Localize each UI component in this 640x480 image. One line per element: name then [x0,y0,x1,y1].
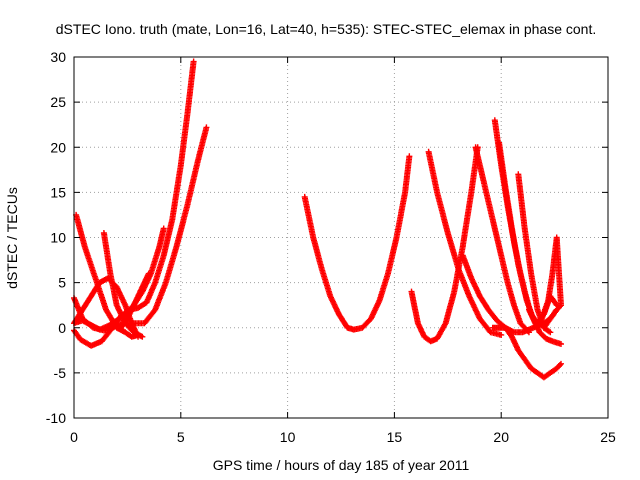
y-tick-label: 5 [58,275,66,291]
series-9 [408,144,481,345]
x-axis-title: GPS time / hours of day 185 of year 2011 [213,457,470,473]
series-17 [526,234,565,327]
data-point [558,302,565,309]
x-tick-label: 20 [493,429,509,445]
y-tick-label: -10 [46,410,66,426]
data-point [160,225,167,232]
data-point [552,300,559,307]
data-point [556,303,563,310]
y-tick-label: 15 [50,184,66,200]
data-point [558,360,565,367]
data-point [558,340,565,347]
axis-ticks: 0 5 10 15 20 25 -10 -5 0 5 10 15 20 25 30 [46,49,616,445]
y-tick-label: 10 [50,230,66,246]
series-5 [100,230,146,340]
data-point [498,331,505,338]
series-16 [515,171,554,336]
series-10 [425,148,505,338]
x-tick-label: 25 [600,429,616,445]
series-13 [472,144,532,336]
data-point [190,58,197,65]
y-axis-title: dSTEC / TECUs [4,187,20,289]
series-7 [118,270,152,331]
data-point [139,333,146,340]
data-point [406,153,413,160]
series-1 [71,58,197,349]
y-tick-label: 20 [50,139,66,155]
x-tick-label: 15 [387,429,403,445]
data-marks [71,58,565,381]
data-point [524,328,531,335]
x-tick-label: 5 [177,429,185,445]
y-tick-label: 30 [50,49,66,65]
y-tick-label: 25 [50,94,66,110]
data-point [203,124,210,131]
series-2 [71,124,210,334]
series-8 [301,153,413,333]
y-tick-label: -5 [54,365,67,381]
series-12 [489,324,565,381]
data-point [525,329,532,336]
x-tick-label: 0 [70,429,78,445]
chart-title: dSTEC Iono. truth (mate, Lon=16, Lat=40,… [56,21,596,37]
x-tick-label: 10 [280,429,296,445]
series-18 [540,302,565,331]
data-point [547,329,554,336]
y-tick-label: 0 [58,320,66,336]
data-point [556,362,563,368]
data-point [145,270,152,277]
